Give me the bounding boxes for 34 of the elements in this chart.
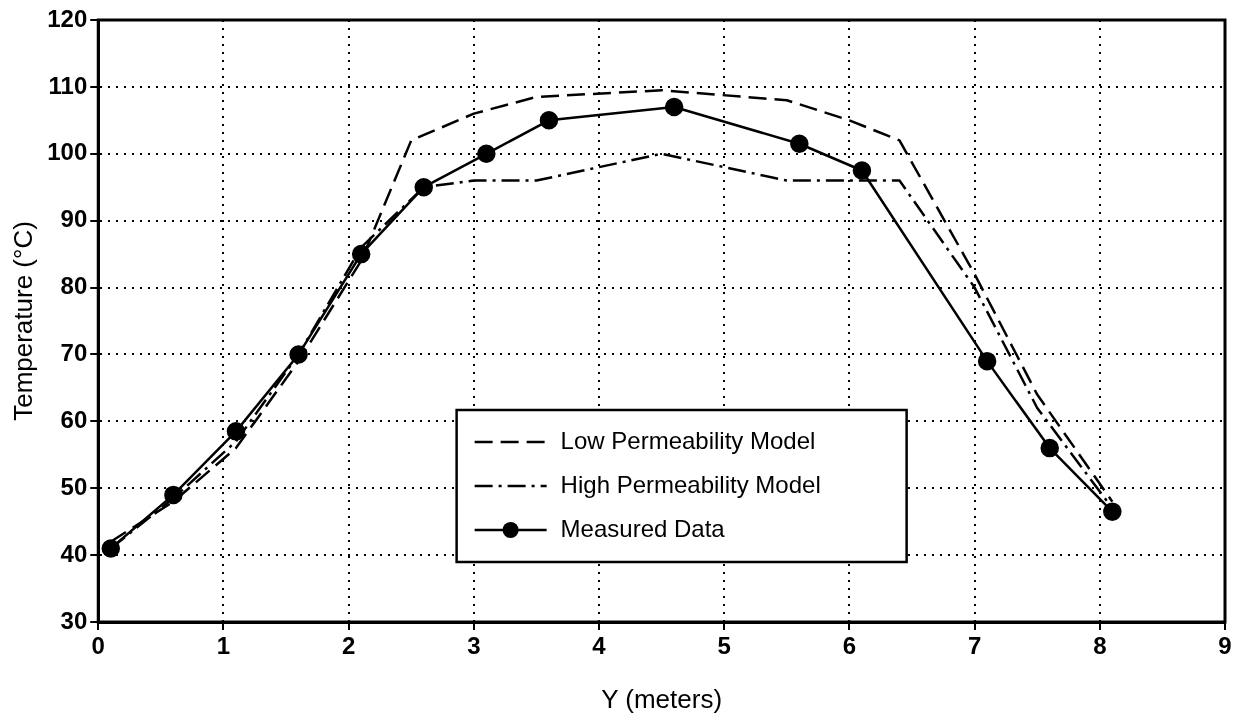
x-tick-label: 4	[592, 632, 607, 660]
x-axis-title: Y (meters)	[601, 683, 723, 714]
x-tick-label: 1	[216, 632, 231, 660]
point	[664, 97, 684, 117]
y-axis-title: Temperature (°C)	[7, 221, 38, 421]
x-tick-label: 2	[341, 632, 356, 660]
legend-label: Low Permeability Model	[560, 426, 816, 454]
x-tick-label: 5	[717, 632, 731, 660]
x-tick-label: 0	[91, 632, 105, 660]
y-tick-label: 100	[47, 138, 88, 166]
y-tick-label: 60	[60, 405, 88, 433]
y-tick-label: 110	[48, 71, 88, 99]
x-tick-label: 6	[842, 632, 857, 660]
x-tick-label: 3	[467, 632, 481, 660]
x-tick-label: 7	[967, 632, 982, 660]
point	[852, 161, 872, 180]
point	[539, 111, 559, 130]
y-tick-label: 50	[60, 472, 88, 500]
point	[977, 351, 997, 371]
legend-label: Measured Data	[560, 514, 726, 542]
y-tick-label: 90	[60, 205, 88, 233]
x-tick-label: 9	[1218, 632, 1232, 660]
point	[790, 134, 809, 153]
y-tick-label: 80	[60, 272, 88, 300]
y-tick-label: 40	[60, 539, 88, 567]
point	[1040, 438, 1059, 458]
x-tick-label: 8	[1093, 632, 1107, 660]
legend-label: High Permeability Model	[560, 470, 821, 498]
y-tick-label: 120	[47, 4, 88, 32]
point	[414, 177, 433, 197]
y-tick-label: 70	[60, 339, 88, 367]
point	[477, 144, 496, 164]
y-tick-label: 30	[60, 606, 88, 634]
point	[1103, 502, 1122, 521]
